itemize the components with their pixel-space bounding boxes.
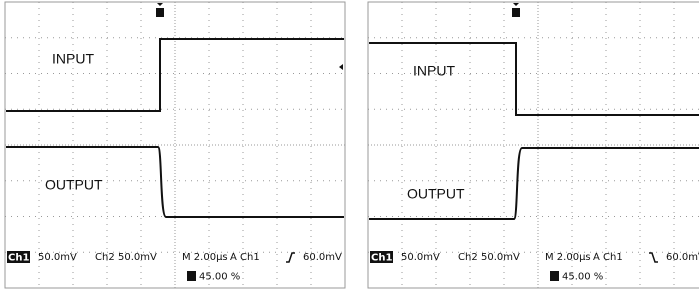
trigger-source: A Ch1	[230, 252, 260, 263]
ch2-label: Ch2	[458, 252, 478, 263]
page: INPUTOUTPUTCh150.0mVCh250.0mVM 2.00µsA C…	[0, 0, 699, 291]
input-label: INPUT	[52, 51, 94, 67]
trigger-source: A Ch1	[593, 252, 623, 263]
trigger-level: 60.0mV	[303, 252, 342, 263]
ch2-scale: 50.0mV	[481, 252, 520, 263]
slope-icon	[649, 253, 658, 262]
trigger-level: 60.0mV	[666, 252, 699, 263]
ch2-label: Ch2	[95, 252, 115, 263]
trigger-marker	[512, 3, 520, 17]
trigger-marker	[156, 3, 164, 17]
ch1-label: Ch1	[8, 253, 29, 264]
timebase: M 2.00µs	[182, 252, 228, 263]
input-label: INPUT	[413, 63, 455, 79]
screenshot: INPUTOUTPUTCh150.0mVCh250.0mVM 2.00µsA C…	[0, 0, 699, 291]
trigger-level-arrow	[339, 64, 343, 70]
trigger-pos-icon	[550, 271, 559, 281]
trigger-position: 45.00 %	[199, 272, 240, 283]
input-trace	[369, 43, 699, 115]
output-label: OUTPUT	[45, 177, 103, 193]
trigger-position: 45.00 %	[562, 272, 603, 283]
ch1-scale: 50.0mV	[38, 252, 77, 263]
ch1-label: Ch1	[371, 253, 392, 264]
output-trace	[369, 148, 699, 219]
trigger-pos-icon	[187, 271, 196, 281]
timebase: M 2.00µs	[545, 252, 591, 263]
ch2-scale: 50.0mV	[118, 252, 157, 263]
output-label: OUTPUT	[407, 186, 465, 202]
ch1-scale: 50.0mV	[401, 252, 440, 263]
slope-icon	[286, 253, 295, 262]
